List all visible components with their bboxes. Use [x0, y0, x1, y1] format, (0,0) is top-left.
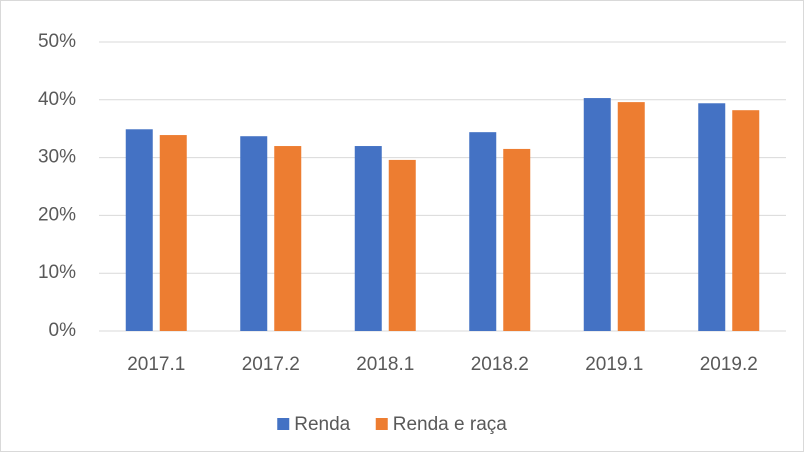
bar — [469, 132, 497, 331]
x-tick-label: 2017.2 — [242, 354, 300, 375]
x-tick-label: 2019.1 — [585, 354, 643, 375]
bar — [698, 103, 726, 331]
bar — [732, 110, 760, 331]
bar — [125, 129, 153, 331]
bar — [159, 135, 187, 331]
y-tick-label: 20% — [38, 204, 76, 225]
y-tick-label: 0% — [49, 320, 77, 341]
x-tick-label: 2018.1 — [356, 354, 414, 375]
legend-swatch — [277, 418, 290, 430]
y-tick-label: 50% — [38, 31, 76, 52]
bar — [583, 98, 611, 331]
bar — [617, 102, 645, 331]
x-tick-label: 2018.2 — [471, 354, 529, 375]
y-tick-label: 30% — [38, 147, 76, 168]
bar — [240, 136, 268, 331]
legend-swatch — [375, 418, 388, 430]
bar — [354, 146, 382, 331]
legend-label: Renda e raça — [393, 414, 508, 435]
legend-label: Renda — [294, 414, 350, 435]
x-tick-label: 2017.1 — [127, 354, 185, 375]
bar — [388, 159, 416, 331]
bar — [274, 146, 302, 331]
bar — [503, 148, 531, 331]
x-tick-label: 2019.2 — [700, 354, 758, 375]
y-tick-label: 10% — [38, 262, 76, 283]
y-tick-label: 40% — [38, 89, 76, 110]
